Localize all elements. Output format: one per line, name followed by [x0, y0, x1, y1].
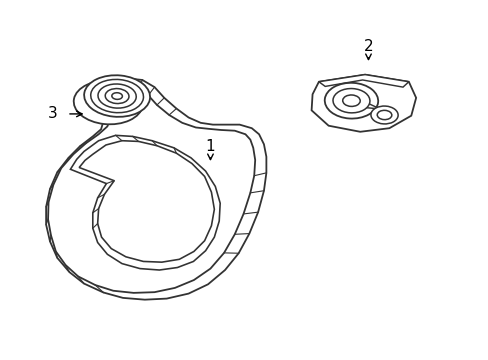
Polygon shape [79, 141, 214, 262]
Ellipse shape [105, 89, 129, 104]
Text: 1: 1 [205, 139, 215, 154]
Ellipse shape [370, 106, 397, 124]
Polygon shape [360, 104, 388, 113]
Ellipse shape [112, 93, 122, 99]
Ellipse shape [324, 83, 377, 118]
Ellipse shape [98, 84, 136, 108]
Polygon shape [311, 75, 415, 132]
Polygon shape [48, 88, 255, 293]
Polygon shape [70, 135, 220, 270]
Text: 3: 3 [47, 107, 57, 121]
Polygon shape [46, 78, 266, 300]
Ellipse shape [342, 95, 360, 107]
Ellipse shape [332, 89, 369, 113]
Ellipse shape [84, 75, 150, 117]
Ellipse shape [74, 81, 142, 124]
Ellipse shape [376, 110, 391, 120]
Polygon shape [318, 75, 408, 87]
Text: 2: 2 [363, 39, 372, 54]
Ellipse shape [91, 80, 143, 113]
